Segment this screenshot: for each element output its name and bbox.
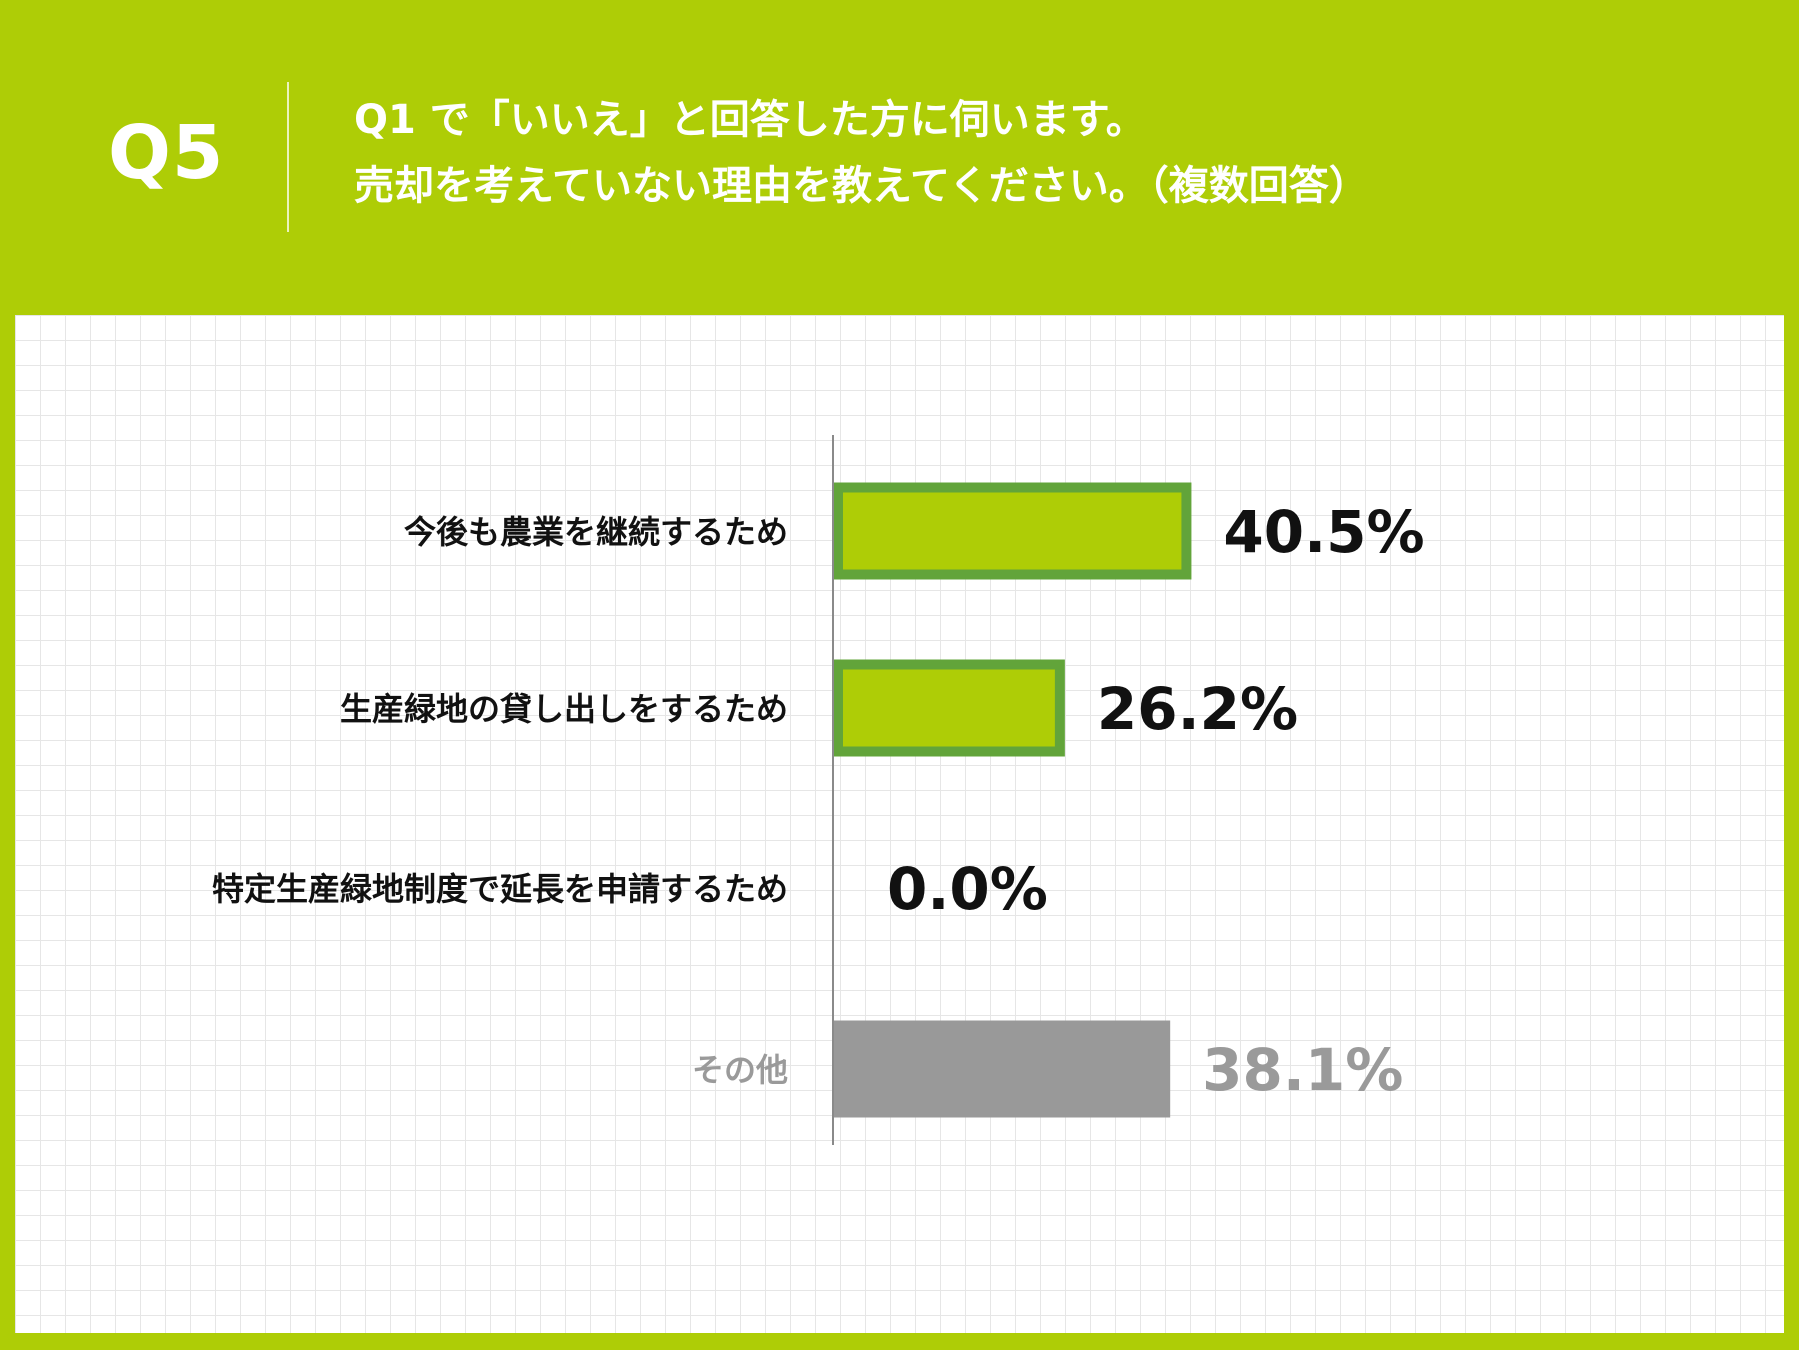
- question-text-line2: 売却を考えていない理由を教えてください。（複数回答）: [354, 163, 1369, 209]
- question-number: Q5: [108, 110, 225, 196]
- header-divider: [287, 82, 289, 232]
- category-label: その他: [692, 1051, 788, 1089]
- value-label: 26.2%: [1097, 675, 1298, 743]
- value-label: 38.1%: [1202, 1036, 1403, 1104]
- category-label: 生産緑地の貸し出しをするため: [340, 690, 788, 728]
- bar: [833, 659, 1065, 757]
- bar-chart: 今後も農業を継続するため 40.5% 生産緑地の貸し出しをするため 26.2% 特定生産…: [212, 435, 1425, 1145]
- question-text-line1: Q1 で「いいえ」と回答した方に伺います。: [354, 97, 1146, 143]
- value-label: 40.5%: [1223, 498, 1424, 566]
- chart-panel: 今後も農業を継続するため 40.5% 生産緑地の貸し出しをするため 26.2% 特定生産…: [15, 315, 1784, 1333]
- bar: [833, 482, 1192, 580]
- value-label: 0.0%: [887, 855, 1048, 923]
- bar-other: [833, 1020, 1171, 1118]
- category-label: 特定生産緑地制度で延長を申請するため: [212, 870, 788, 908]
- category-label: 今後も農業を継続するため: [404, 513, 788, 551]
